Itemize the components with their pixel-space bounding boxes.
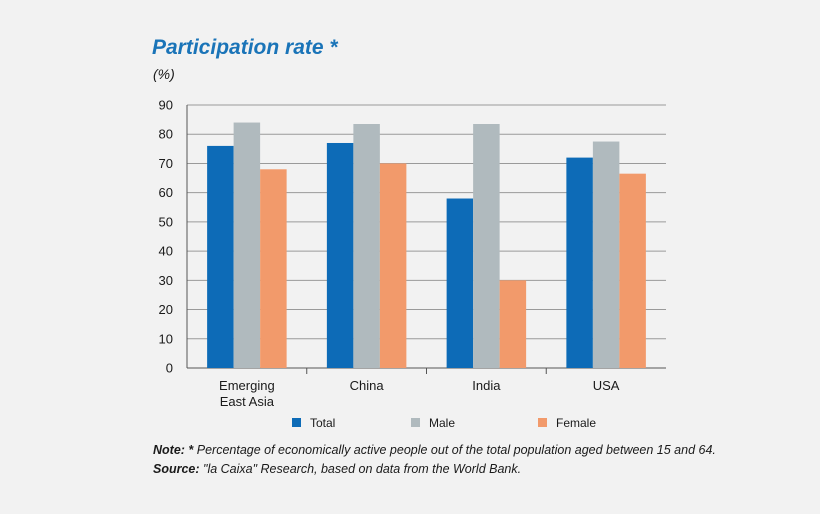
bar-male [592, 141, 620, 368]
x-tick-label: India [472, 378, 501, 393]
y-tick-label: 30 [159, 273, 173, 288]
x-tick-label: China [350, 378, 385, 393]
y-axis-unit-label: (%) [153, 66, 175, 82]
legend-swatch-male [411, 418, 420, 427]
bar-female [379, 163, 407, 368]
chart-title: Participation rate * [152, 36, 338, 59]
y-tick-label: 50 [159, 214, 173, 229]
bar-total [207, 145, 234, 368]
legend-swatch-female [538, 418, 547, 427]
y-tick-label: 70 [159, 156, 173, 171]
note-text: Percentage of economically active people… [193, 443, 716, 457]
bar-total [326, 142, 354, 368]
legend-swatch-total [292, 418, 301, 427]
bar-male [233, 122, 261, 369]
y-tick-label: 20 [159, 302, 173, 317]
bar-female [619, 173, 646, 368]
y-tick-label: 80 [159, 127, 173, 142]
note-line: Note: * Percentage of economically activ… [153, 441, 793, 460]
x-tick-label: Emerging [219, 378, 275, 393]
source-label: Source: [153, 462, 200, 476]
y-tick-label: 0 [166, 361, 173, 376]
source-line: Source: "la Caixa" Research, based on da… [153, 460, 793, 479]
bar-female [260, 169, 287, 368]
chart-notes: Note: * Percentage of economically activ… [153, 441, 793, 479]
note-label: Note: * [153, 443, 194, 457]
x-tick-label: USA [593, 378, 620, 393]
x-tick-label: East Asia [220, 394, 275, 409]
y-tick-label: 60 [159, 185, 173, 200]
bar-total [446, 198, 474, 368]
bar-male [353, 123, 380, 368]
y-tick-label: 90 [159, 98, 173, 113]
bar-male [473, 123, 500, 368]
bar-female [499, 280, 527, 368]
legend-label-female: Female [556, 416, 596, 430]
legend-label-total: Total [310, 416, 335, 430]
source-text: "la Caixa" Research, based on data from … [199, 462, 522, 476]
bar-total [566, 157, 593, 368]
y-tick-label: 40 [159, 244, 173, 259]
legend-label-male: Male [429, 416, 455, 430]
y-tick-label: 10 [159, 331, 173, 346]
